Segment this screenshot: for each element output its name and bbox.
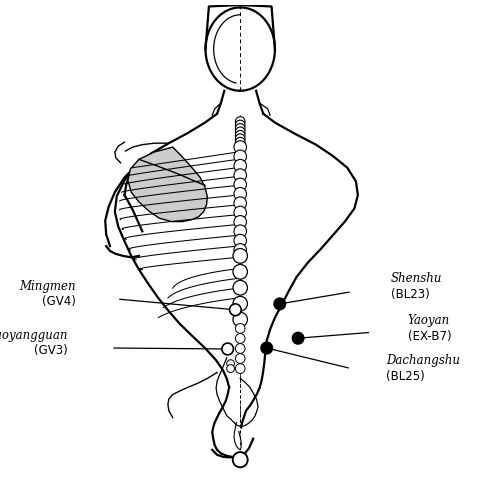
Circle shape <box>227 360 234 368</box>
Circle shape <box>234 197 246 209</box>
Circle shape <box>235 138 245 147</box>
Circle shape <box>235 334 245 344</box>
Polygon shape <box>128 147 208 222</box>
Circle shape <box>233 452 247 467</box>
Circle shape <box>235 364 245 374</box>
Circle shape <box>235 324 245 334</box>
Text: (EX-B7): (EX-B7) <box>407 330 451 342</box>
Text: (GV4): (GV4) <box>42 296 76 308</box>
Circle shape <box>235 127 245 137</box>
Circle shape <box>261 342 273 354</box>
Circle shape <box>234 178 246 191</box>
Circle shape <box>235 120 245 130</box>
Circle shape <box>233 312 247 327</box>
Text: (BL25): (BL25) <box>386 370 425 383</box>
Circle shape <box>292 332 304 344</box>
Text: (GV3): (GV3) <box>34 344 67 358</box>
Circle shape <box>235 354 245 364</box>
Circle shape <box>233 452 248 468</box>
Circle shape <box>222 343 234 355</box>
Circle shape <box>230 304 241 316</box>
Circle shape <box>235 130 245 140</box>
Text: (BL23): (BL23) <box>391 288 430 301</box>
Circle shape <box>234 169 246 181</box>
Circle shape <box>227 364 234 372</box>
Text: Shenshu: Shenshu <box>391 272 442 285</box>
Text: Yaoyangguan: Yaoyangguan <box>0 329 67 342</box>
Circle shape <box>234 216 246 228</box>
Text: Yaoyan: Yaoyan <box>407 314 450 327</box>
Circle shape <box>235 344 245 353</box>
Circle shape <box>233 296 247 311</box>
Circle shape <box>235 134 245 143</box>
Circle shape <box>233 248 247 263</box>
Circle shape <box>233 264 247 279</box>
Circle shape <box>234 206 246 219</box>
Text: Dachangshu: Dachangshu <box>386 354 460 367</box>
Circle shape <box>234 160 246 172</box>
Circle shape <box>234 234 246 247</box>
Circle shape <box>274 298 285 310</box>
Circle shape <box>234 225 246 237</box>
Circle shape <box>234 244 246 256</box>
Circle shape <box>233 280 247 295</box>
Text: Mingmen: Mingmen <box>20 280 76 293</box>
Circle shape <box>234 140 246 153</box>
Circle shape <box>235 124 245 134</box>
Circle shape <box>234 188 246 200</box>
Circle shape <box>234 150 246 163</box>
Circle shape <box>235 116 245 126</box>
